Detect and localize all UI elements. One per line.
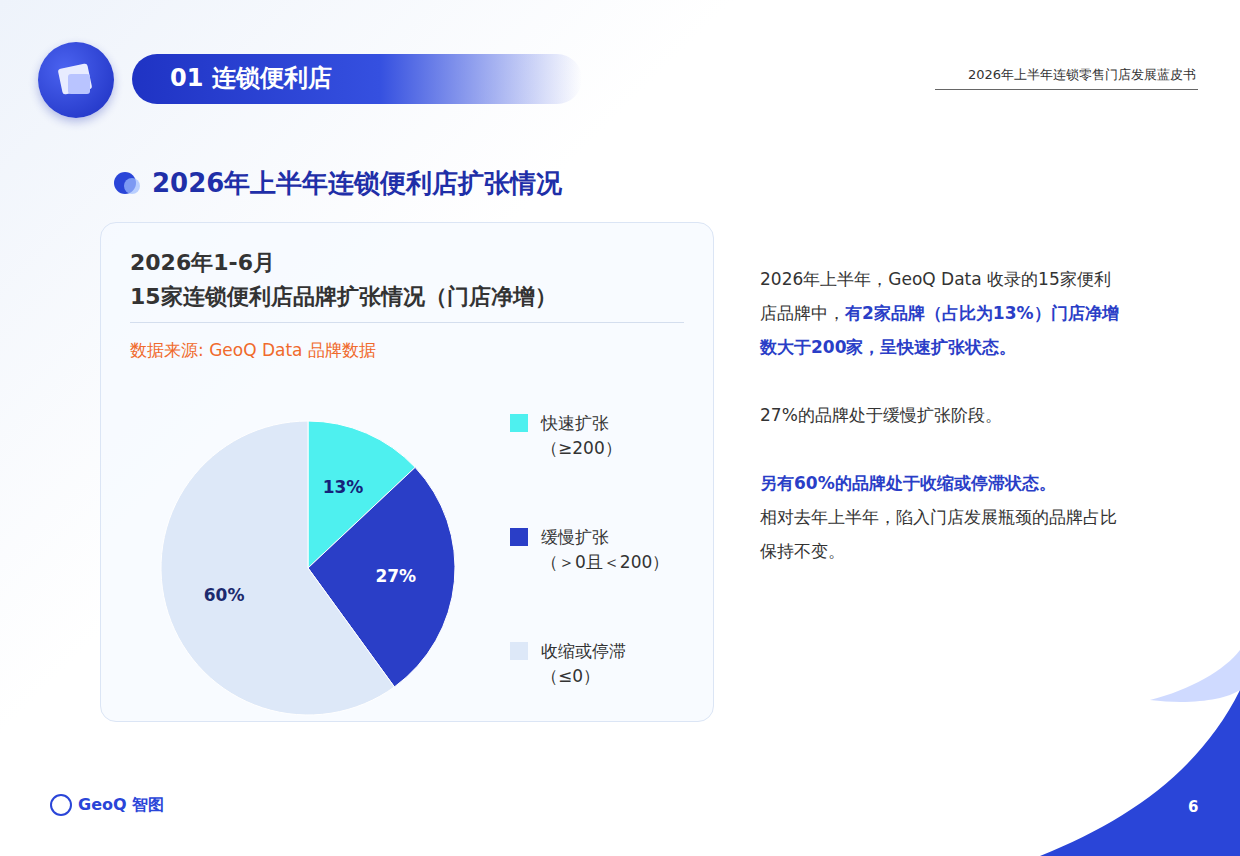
svg-text:27%: 27% (375, 566, 416, 586)
html-text:缓慢扩张: 缓慢扩张 (541, 527, 609, 547)
html-text:（＞0且＜200）: （＞0且＜200） (541, 552, 670, 572)
html-text:27%的品牌处于缓慢扩张阶段。: 27%的品牌处于缓慢扩张阶段。 (760, 405, 1002, 425)
html-text:GeoQ 智图: GeoQ 智图 (78, 794, 165, 814)
html-text:2026年1-6月: 2026年1-6月 (130, 250, 275, 275)
html-text:收缩或停滞: 收缩或停滞 (541, 641, 626, 661)
svg-text:13%: 13% (323, 477, 364, 497)
html-text:2026年上半年连锁便利店扩张情况: 2026年上半年连锁便利店扩张情况 (152, 168, 563, 198)
html-text:（≤0）: （≤0） (541, 666, 601, 686)
svg-text:60%: 60% (204, 585, 245, 605)
html-text:6: 6 (1188, 798, 1199, 816)
html-text:快速扩张: 快速扩张 (541, 413, 609, 433)
html-text:2026年上半年，GeoQ Data 收录的15家便利店品牌: 2026年上半年，GeoQ Data 收录的15家便利店品牌中，有2家品牌（占比… (760, 269, 1119, 357)
html-text:15家连锁便利店品牌扩张情况（门店净增）: 15家连锁便利店品牌扩张情况（门店净增） (130, 284, 557, 309)
html-text:01 连锁便利店: 01 连锁便利店 (170, 64, 332, 92)
html-text:数据来源: GeoQ Data 品牌数据: 数据来源: GeoQ Data 品牌数据 (130, 340, 376, 360)
html-text:相对去年上半年，陷入门店发展瓶颈的品牌占比保持不变。: 相对去年上半年，陷入门店发展瓶颈的品牌占比保持不变。 (760, 507, 1117, 561)
html-text:2026年上半年连锁零售门店发展蓝皮书: 2026年上半年连锁零售门店发展蓝皮书 (967, 67, 1196, 82)
html-text:（≥200）: （≥200） (541, 438, 622, 458)
html-text:另有60%的品牌处于收缩或停滞状态。: 另有60%的品牌处于收缩或停滞状态。 (760, 473, 1056, 493)
